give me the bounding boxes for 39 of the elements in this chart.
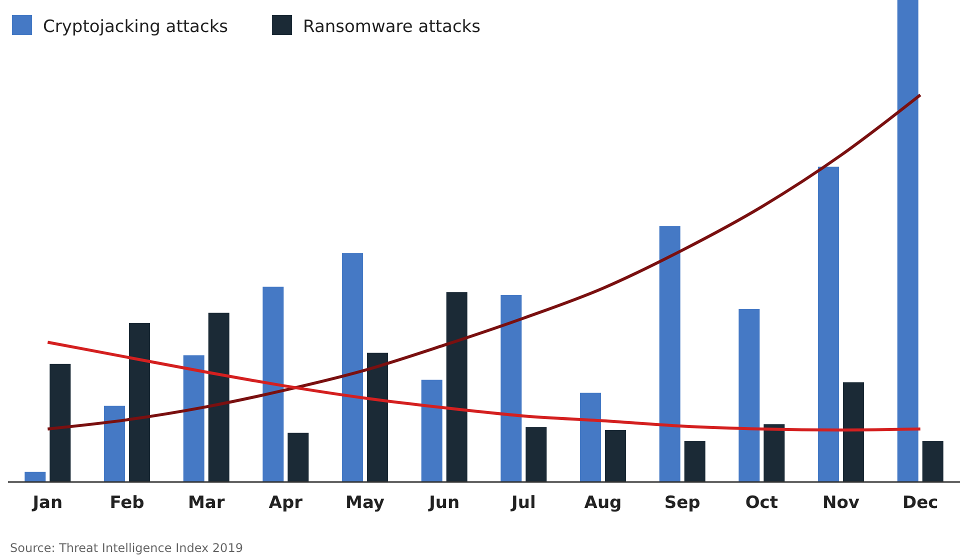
bar: [922, 441, 944, 482]
x-tick-label: Dec: [902, 493, 938, 514]
bar: [818, 166, 839, 482]
x-tick-label: May: [346, 493, 384, 514]
bar: [183, 355, 204, 482]
bar: [605, 430, 626, 482]
legend-label: Cryptojacking attacks: [43, 17, 228, 37]
x-tick-label: Oct: [745, 493, 778, 514]
bar: [129, 322, 150, 482]
bar: [897, 0, 918, 482]
x-tick-label: Sep: [664, 493, 700, 514]
bar: [446, 292, 468, 482]
bar: [421, 380, 442, 482]
bar: [684, 441, 706, 482]
bar: [738, 308, 760, 482]
bar: [500, 294, 522, 482]
bar: [208, 312, 230, 482]
bar: [262, 286, 284, 482]
bar: [526, 427, 547, 482]
bar: [50, 364, 71, 482]
bar: [342, 253, 363, 482]
x-tick-label: Jan: [32, 493, 63, 514]
x-tick-label: Jul: [510, 493, 536, 514]
x-tick-label: Nov: [822, 493, 860, 514]
bar: [659, 226, 680, 482]
source-note: Source: Threat Intelligence Index 2019: [10, 541, 243, 555]
x-tick-label: Mar: [188, 493, 226, 514]
legend-label: Ransomware attacks: [303, 17, 481, 37]
bar: [288, 432, 309, 482]
bar: [104, 406, 125, 482]
bar: [367, 352, 388, 482]
bar: [24, 472, 46, 482]
x-tick-label: Feb: [110, 493, 144, 514]
bar: [580, 392, 601, 482]
x-tick-label: Apr: [268, 493, 304, 514]
x-tick-label: Jun: [428, 493, 460, 514]
x-tick-label: Aug: [584, 493, 622, 514]
bar: [843, 382, 864, 482]
bar: [764, 424, 785, 482]
